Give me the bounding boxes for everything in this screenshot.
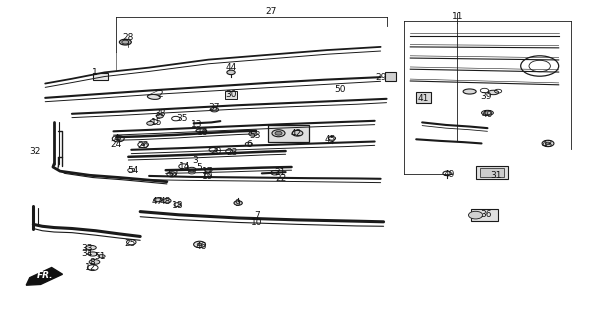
Text: 16: 16 bbox=[197, 128, 208, 137]
Text: 41: 41 bbox=[418, 94, 429, 103]
Text: 8: 8 bbox=[90, 258, 96, 267]
Circle shape bbox=[147, 122, 154, 125]
Text: 49: 49 bbox=[443, 170, 455, 179]
Ellipse shape bbox=[292, 130, 303, 136]
Text: 38: 38 bbox=[154, 109, 165, 118]
Text: 53: 53 bbox=[249, 131, 261, 140]
Text: 43: 43 bbox=[541, 140, 553, 149]
Text: 35: 35 bbox=[176, 114, 187, 123]
Text: 13: 13 bbox=[191, 120, 202, 130]
Circle shape bbox=[142, 144, 145, 146]
Ellipse shape bbox=[120, 39, 131, 45]
Circle shape bbox=[249, 132, 257, 136]
Text: 47: 47 bbox=[151, 197, 162, 206]
Text: 7: 7 bbox=[254, 211, 260, 220]
Bar bbox=[471, 209, 498, 221]
Ellipse shape bbox=[272, 130, 285, 137]
Text: 28: 28 bbox=[123, 33, 134, 42]
Ellipse shape bbox=[148, 94, 160, 100]
Text: 19: 19 bbox=[202, 172, 213, 181]
Text: 27: 27 bbox=[265, 7, 277, 16]
Text: 30: 30 bbox=[226, 90, 237, 99]
Text: 4: 4 bbox=[114, 134, 119, 143]
Bar bbox=[475, 166, 508, 179]
Text: 39: 39 bbox=[481, 92, 492, 101]
Text: 20: 20 bbox=[210, 147, 221, 156]
Text: 2: 2 bbox=[157, 90, 162, 99]
Bar bbox=[225, 91, 237, 99]
Text: 40: 40 bbox=[482, 110, 493, 119]
Bar bbox=[480, 168, 504, 177]
Text: 18: 18 bbox=[172, 201, 183, 210]
Circle shape bbox=[468, 211, 483, 219]
Text: 31: 31 bbox=[491, 171, 502, 180]
Text: FR.: FR. bbox=[37, 271, 54, 280]
Text: 37: 37 bbox=[209, 103, 220, 112]
Text: 52: 52 bbox=[167, 170, 178, 179]
Ellipse shape bbox=[86, 245, 96, 250]
Text: 6: 6 bbox=[246, 140, 252, 149]
Text: 54: 54 bbox=[127, 166, 138, 175]
Text: 26: 26 bbox=[137, 141, 149, 150]
Text: 17: 17 bbox=[202, 167, 213, 176]
Text: 50: 50 bbox=[334, 85, 346, 94]
Ellipse shape bbox=[463, 89, 476, 94]
Text: 42: 42 bbox=[291, 129, 302, 138]
Text: 34: 34 bbox=[81, 250, 92, 259]
Circle shape bbox=[170, 173, 173, 175]
Circle shape bbox=[163, 198, 171, 203]
Bar bbox=[386, 72, 396, 81]
Text: 5: 5 bbox=[197, 163, 202, 172]
Text: 36: 36 bbox=[481, 210, 492, 219]
Text: 15: 15 bbox=[151, 118, 162, 127]
Circle shape bbox=[546, 142, 550, 145]
Text: 21: 21 bbox=[274, 168, 286, 177]
Text: 24: 24 bbox=[111, 140, 122, 148]
Text: 22: 22 bbox=[275, 174, 287, 183]
Text: 48: 48 bbox=[160, 197, 171, 206]
Text: 1: 1 bbox=[92, 68, 98, 77]
Text: 46: 46 bbox=[196, 242, 207, 251]
Circle shape bbox=[156, 114, 164, 118]
Circle shape bbox=[116, 137, 121, 140]
Text: 11: 11 bbox=[452, 12, 464, 21]
Bar bbox=[268, 125, 309, 141]
Circle shape bbox=[210, 108, 218, 112]
Text: 29: 29 bbox=[375, 73, 386, 82]
Circle shape bbox=[542, 140, 554, 147]
Ellipse shape bbox=[89, 260, 100, 264]
Circle shape bbox=[197, 243, 202, 246]
Text: 32: 32 bbox=[29, 147, 41, 156]
Text: 45: 45 bbox=[324, 135, 336, 144]
Text: 3: 3 bbox=[192, 156, 198, 165]
Circle shape bbox=[234, 201, 242, 205]
Bar bbox=[93, 73, 108, 80]
Circle shape bbox=[227, 70, 235, 75]
Text: 44: 44 bbox=[226, 63, 237, 72]
Circle shape bbox=[275, 131, 282, 135]
Circle shape bbox=[193, 241, 205, 248]
Ellipse shape bbox=[488, 90, 499, 95]
Ellipse shape bbox=[481, 110, 493, 116]
Ellipse shape bbox=[88, 252, 98, 256]
Ellipse shape bbox=[154, 198, 162, 202]
Text: 9: 9 bbox=[234, 199, 240, 208]
Text: 10: 10 bbox=[251, 218, 263, 227]
Circle shape bbox=[205, 168, 212, 172]
Text: 33: 33 bbox=[81, 244, 92, 253]
Ellipse shape bbox=[98, 255, 105, 258]
Text: 25: 25 bbox=[124, 239, 136, 248]
Text: 12: 12 bbox=[85, 263, 96, 272]
Circle shape bbox=[122, 40, 129, 44]
Text: 14: 14 bbox=[179, 162, 190, 171]
FancyArrow shape bbox=[26, 268, 62, 285]
Ellipse shape bbox=[196, 129, 206, 132]
Text: 23: 23 bbox=[227, 148, 238, 157]
Text: 51: 51 bbox=[95, 252, 106, 261]
Bar bbox=[416, 92, 431, 103]
